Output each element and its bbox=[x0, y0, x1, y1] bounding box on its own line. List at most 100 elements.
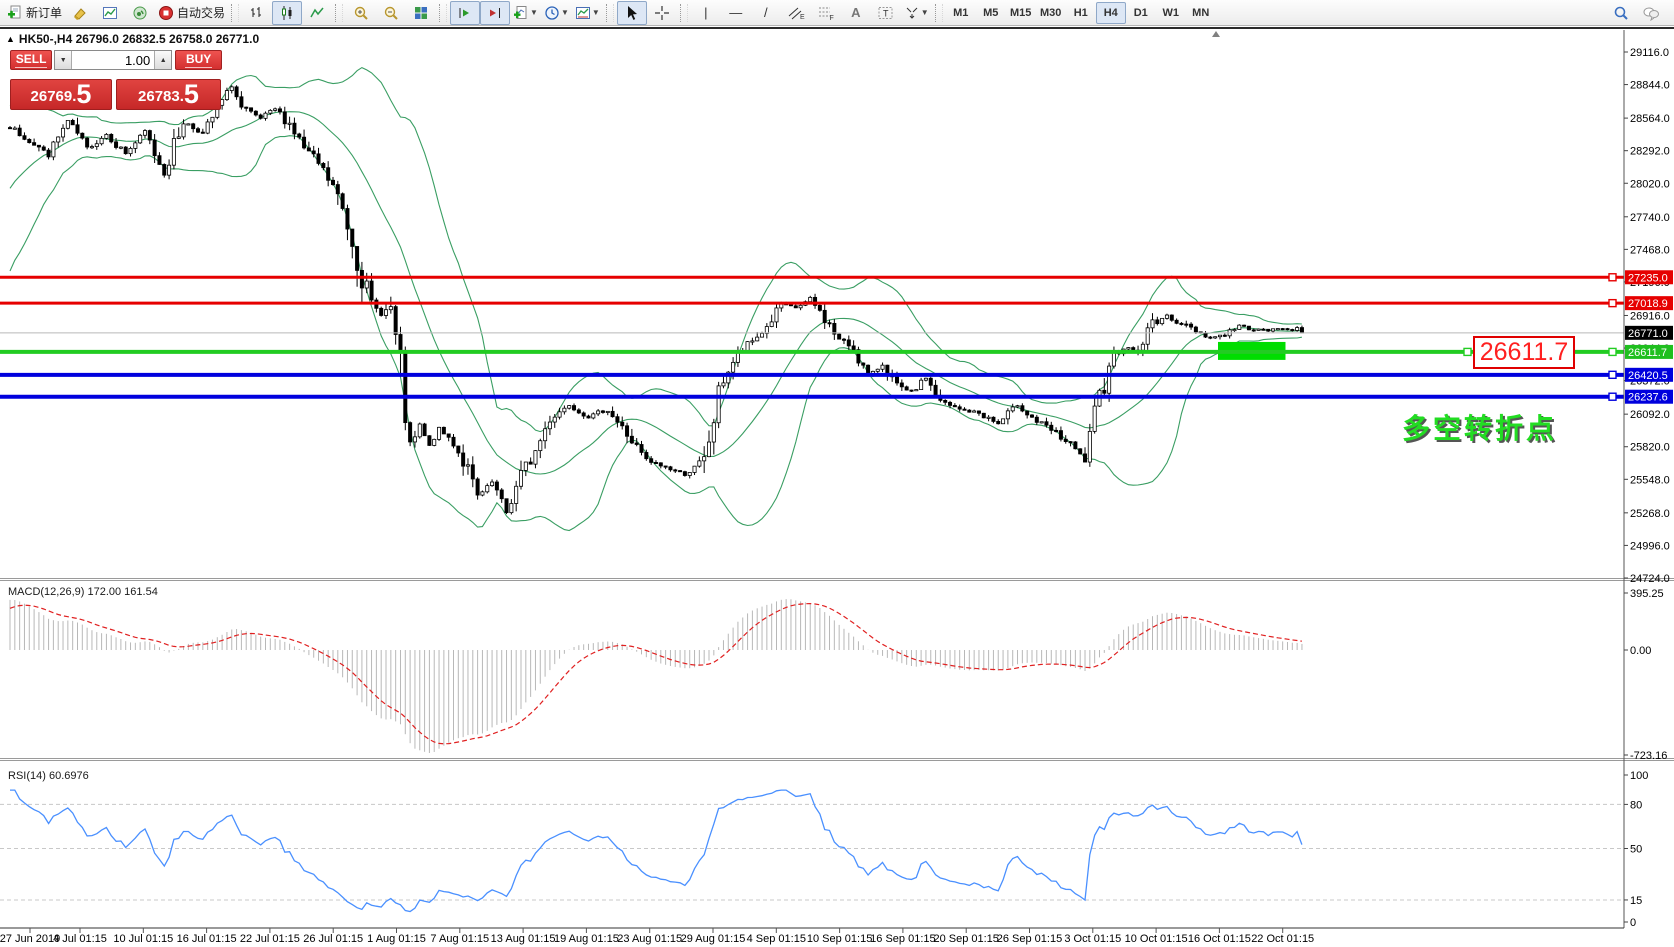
axis-label: 24724.0 bbox=[1630, 573, 1670, 585]
macd-label: MACD(12,26,9) 172.00 161.54 bbox=[8, 586, 158, 598]
timeframe-M1[interactable]: M1 bbox=[953, 6, 969, 19]
vertical-line-button[interactable]: | bbox=[691, 1, 721, 25]
search-button[interactable] bbox=[1606, 1, 1636, 25]
crosshair-button[interactable] bbox=[647, 1, 677, 25]
candle-body bbox=[798, 304, 803, 309]
fibonacci-button[interactable]: F bbox=[811, 1, 841, 25]
candle-body bbox=[302, 136, 307, 149]
candle-body bbox=[976, 410, 981, 414]
candle-body bbox=[297, 133, 302, 138]
candle-body bbox=[176, 136, 181, 139]
candle-body bbox=[56, 136, 61, 143]
candle-body bbox=[1295, 327, 1300, 331]
axis-label: 27740.0 bbox=[1630, 212, 1670, 224]
axis-label: 29 Aug 01:15 bbox=[681, 933, 746, 945]
chat-button[interactable] bbox=[1636, 1, 1666, 25]
axis-label: 26 Sep 01:15 bbox=[997, 933, 1062, 945]
axis-label: 15 bbox=[1630, 895, 1642, 907]
bar-chart-button[interactable] bbox=[242, 1, 272, 25]
candle-body bbox=[538, 440, 543, 452]
sell-price-display[interactable]: 26769. 5 bbox=[10, 79, 112, 110]
bollinger-middle bbox=[9, 111, 1302, 475]
candle-body bbox=[446, 433, 451, 438]
chart-shift-marker[interactable] bbox=[1212, 31, 1220, 37]
volume-down-button[interactable]: ▼ bbox=[55, 51, 73, 69]
zoom-out-button[interactable] bbox=[376, 1, 406, 25]
candle-body bbox=[1251, 329, 1256, 332]
candle-body bbox=[224, 90, 229, 101]
axis-label: 4 Jul 01:15 bbox=[53, 933, 107, 945]
candle-body bbox=[1184, 323, 1189, 326]
candlestick-chart-icon bbox=[282, 5, 292, 20]
timeframe-H4[interactable]: H4 bbox=[1095, 1, 1126, 24]
arrows-button[interactable]: ▼ bbox=[901, 1, 932, 25]
periods-button[interactable]: ▼ bbox=[541, 1, 572, 25]
search-icon bbox=[1614, 6, 1628, 20]
candlestick-chart-button[interactable] bbox=[272, 0, 303, 25]
indicators-button[interactable]: ▼ bbox=[510, 1, 541, 25]
zoom-in-button[interactable] bbox=[346, 1, 376, 25]
autotrading-button[interactable]: 自动交易 bbox=[155, 1, 228, 25]
autoscroll-button[interactable] bbox=[450, 0, 481, 25]
candle-body bbox=[928, 377, 933, 386]
candle-body bbox=[557, 411, 562, 418]
timeframe-MN[interactable]: MN bbox=[1192, 6, 1210, 19]
line-anchor-marker[interactable] bbox=[1608, 298, 1617, 308]
candle-body bbox=[1107, 365, 1112, 394]
timeframe-H1[interactable]: H1 bbox=[1073, 6, 1088, 19]
candle-body bbox=[721, 382, 726, 387]
candle-body bbox=[104, 133, 109, 139]
timeframe-W1[interactable]: W1 bbox=[1162, 6, 1179, 19]
text-label-button[interactable]: T bbox=[871, 1, 901, 25]
volume-input[interactable] bbox=[72, 51, 155, 69]
candle-body bbox=[904, 386, 909, 391]
callout-anchor-marker[interactable] bbox=[1463, 347, 1472, 357]
line-anchor-marker[interactable] bbox=[1608, 392, 1617, 401]
templates-button[interactable]: ▼ bbox=[572, 1, 603, 25]
equidistant-channel-button[interactable]: E bbox=[781, 1, 811, 25]
timeframe-M5[interactable]: M5 bbox=[983, 6, 999, 19]
turning-point-note[interactable]: 多空转折点 bbox=[1402, 413, 1558, 444]
collapse-triangle-icon[interactable]: ▲ bbox=[6, 34, 15, 44]
chart-profile-button[interactable] bbox=[95, 1, 125, 25]
line-anchor-marker[interactable] bbox=[1608, 273, 1617, 282]
chart-shift-button[interactable] bbox=[480, 0, 511, 25]
candle-body bbox=[764, 326, 769, 334]
horizontal-line-button[interactable]: — bbox=[721, 1, 751, 25]
line-chart-button[interactable] bbox=[302, 1, 332, 25]
candle-body bbox=[1266, 328, 1271, 332]
rsi-label: RSI(14) 60.6976 bbox=[8, 770, 89, 782]
candle-body bbox=[229, 86, 234, 91]
chart-title: ▲ HK50-,H4 26796.0 26832.5 26758.0 26771… bbox=[6, 32, 259, 46]
sell-button[interactable]: SELL bbox=[10, 50, 53, 70]
timeframe-M30[interactable]: M30 bbox=[1040, 6, 1062, 19]
candle-body bbox=[499, 489, 504, 500]
candle-body bbox=[340, 193, 345, 209]
timeframe-M15[interactable]: M15 bbox=[1010, 6, 1032, 19]
buy-price-display[interactable]: 26783. 5 bbox=[116, 79, 221, 110]
trendline-button[interactable]: / bbox=[751, 1, 781, 25]
buy-button[interactable]: BUY bbox=[175, 50, 222, 70]
tile-windows-icon bbox=[415, 6, 428, 19]
text-button[interactable]: A bbox=[841, 1, 871, 25]
chart-canvas[interactable]: 29116.0 28844.0 28564.0 28292.0 28020.0 27740… bbox=[0, 27, 1674, 947]
volume-up-button[interactable]: ▲ bbox=[154, 51, 172, 69]
timeframe-D1[interactable]: D1 bbox=[1133, 6, 1148, 19]
axis-label: 28020.0 bbox=[1630, 178, 1670, 190]
line-anchor-marker[interactable] bbox=[1608, 370, 1617, 380]
line-anchor-marker[interactable] bbox=[1608, 347, 1617, 357]
price-callout[interactable]: 26611.7 bbox=[1473, 336, 1575, 369]
new-order-button[interactable]: 新订单 bbox=[4, 1, 65, 25]
candle-body bbox=[311, 150, 316, 155]
candle-body bbox=[1020, 405, 1025, 412]
signals-button[interactable] bbox=[125, 1, 155, 25]
axis-label: 10 Oct 01:15 bbox=[1125, 933, 1188, 945]
eraser-button[interactable] bbox=[65, 1, 95, 25]
chart-window: 29116.0 28844.0 28564.0 28292.0 28020.0 27740… bbox=[0, 27, 1674, 947]
candle-body bbox=[967, 409, 972, 413]
toolbar-separator bbox=[335, 3, 344, 22]
candle-body bbox=[1222, 334, 1227, 337]
tile-windows-button[interactable] bbox=[406, 1, 436, 25]
cursor-button[interactable] bbox=[616, 0, 647, 25]
candle-body bbox=[1169, 314, 1174, 321]
